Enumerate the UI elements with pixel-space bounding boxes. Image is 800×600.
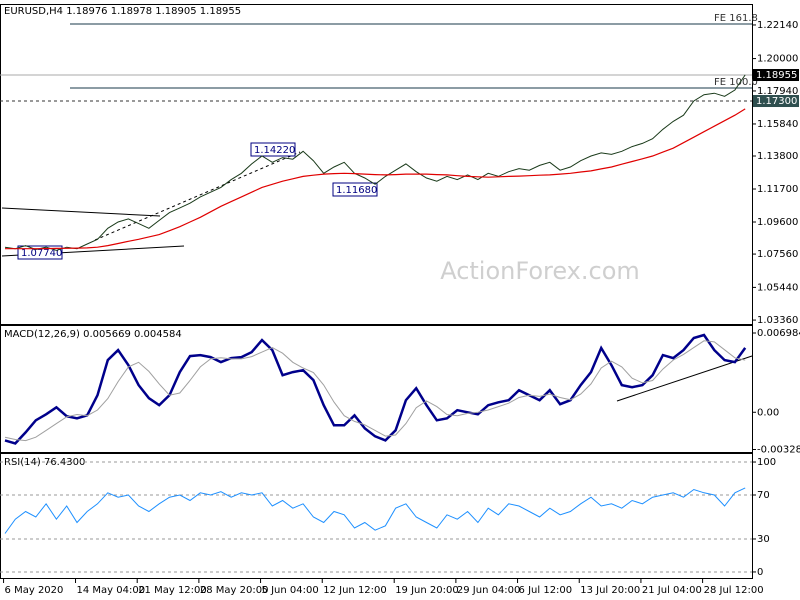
y-tick-label: 0 [757,567,763,578]
series-line [4,340,746,442]
y-tick-label: 1.07560 [757,249,798,260]
x-tick-label: 6 Jul 12:00 [519,585,573,596]
series-line [4,333,747,445]
price-title: EURUSD,H4 1.18976 1.18978 1.18905 1.1895… [4,6,241,17]
x-tick-label: 21 Jul 04:00 [642,585,702,596]
x-tick-label: 21 May 12:00 [138,585,207,596]
x-tick-label: 28 Jul 12:00 [704,585,764,596]
series-line [5,108,746,250]
annotation: 1.14220 [254,145,295,156]
y-tick-label: 0.00 [757,407,779,418]
macd-panel [0,325,753,453]
annotation-box [332,182,378,197]
rsi-panel [0,453,753,579]
fib-label: FE 161.8 [714,13,758,24]
y-tick-label: 1.11700 [757,184,798,195]
price-panel [0,4,753,325]
x-tick-label: 6 May 2020 [5,585,64,596]
x-tick-label: 12 Jun 12:00 [323,585,387,596]
y-tick-label: 1.15840 [757,119,798,130]
price-tag-label: 1.18955 [756,70,797,81]
watermark: ActionForex.com [440,257,640,285]
y-tick-label: -0.00328 [757,445,800,456]
y-tick-label: 1.05440 [757,282,798,293]
x-tick-label: 13 Jul 20:00 [580,585,640,596]
macd-title: MACD(12,26,9) 0.005669 0.004584 [4,329,182,340]
price-tag-label: 1.17300 [756,96,797,107]
macd-trendline [616,355,753,402]
y-tick-label: 1.09600 [757,217,798,228]
trend-dashed [94,151,301,241]
y-tick-label: 0.006984 [757,328,800,339]
y-tick-label: 100 [757,457,776,468]
y-tick-label: 1.20000 [757,54,798,65]
price-tag [753,95,799,108]
series-line [4,74,746,251]
y-tick-label: 1.03360 [757,315,798,326]
series-line [4,487,746,534]
annotation-box [250,142,296,157]
channel-upper [1,207,161,217]
fib-label: FE 100.0 [714,77,758,88]
x-tick-label: 29 Jun 04:00 [457,585,521,596]
annotation: 1.11680 [336,185,377,196]
y-tick-label: 30 [757,534,770,545]
price-tag [753,69,799,82]
x-tick-label: 28 May 20:00 [200,585,269,596]
y-tick-label: 1.22140 [757,20,798,31]
x-tick-label: 14 May 04:00 [77,585,146,596]
y-tick-label: 70 [757,490,770,501]
y-tick-label: 1.13800 [757,151,798,162]
y-tick-label: 1.17940 [757,86,798,97]
x-tick-label: 19 Jun 20:00 [395,585,459,596]
annotation: 1.07740 [21,248,62,259]
x-tick-label: 5 Jun 04:00 [262,585,319,596]
